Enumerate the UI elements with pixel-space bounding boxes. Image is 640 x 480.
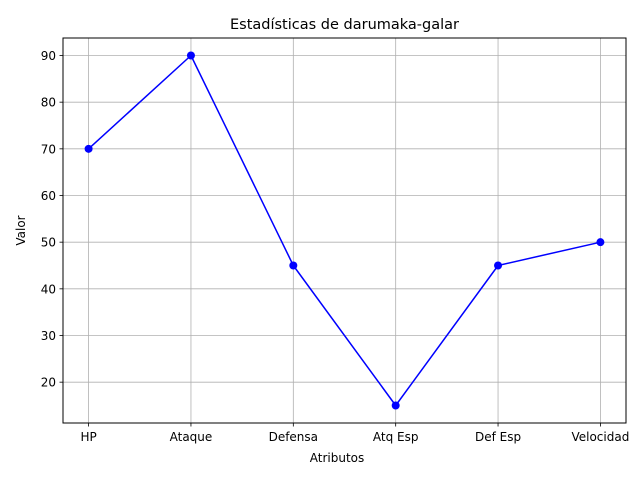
- x-tick-label: Atq Esp: [373, 430, 419, 444]
- y-tick-label: 90: [41, 49, 56, 63]
- y-axis-title: Valor: [14, 215, 28, 245]
- data-point: [84, 144, 93, 153]
- series-layer: [84, 51, 605, 410]
- y-tick-label: 60: [41, 189, 56, 203]
- x-tick-label: Velocidad: [571, 430, 629, 444]
- x-tick-label: HP: [80, 430, 96, 444]
- axis-ticks: HP Ataque Defensa Atq Esp Def Esp Velocidad 20…: [41, 49, 630, 444]
- grid-lines: [63, 38, 626, 423]
- plot-frame: [62, 37, 627, 424]
- data-point: [494, 261, 503, 270]
- y-tick-label: 50: [41, 236, 56, 250]
- series-line: [88, 54, 601, 407]
- data-point: [186, 51, 195, 60]
- data-point: [391, 401, 400, 410]
- y-tick-label: 20: [41, 376, 56, 390]
- data-point: [596, 238, 605, 247]
- x-tick-label: Ataque: [170, 430, 213, 444]
- x-tick-label: Defensa: [269, 430, 318, 444]
- y-tick-label: 30: [41, 329, 56, 343]
- chart-title: Estadísticas de darumaka-galar: [230, 17, 459, 33]
- x-tick-label: Def Esp: [475, 430, 521, 444]
- x-axis-title: Atributos: [310, 451, 365, 465]
- data-point: [289, 261, 298, 270]
- y-tick-label: 70: [41, 142, 56, 156]
- y-tick-label: 80: [41, 96, 56, 110]
- y-tick-label: 40: [41, 282, 56, 296]
